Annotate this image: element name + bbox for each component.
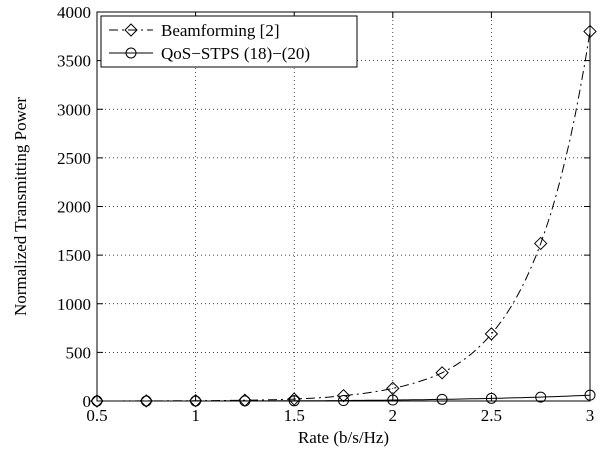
- y-tick-label: 0: [83, 392, 92, 411]
- y-tick-label: 1000: [57, 295, 91, 314]
- data-point-diamond: [533, 236, 548, 251]
- legend: Beamforming [2] QoS−STPS (18)−(20): [100, 15, 358, 68]
- data-point-diamond: [583, 24, 597, 39]
- data-point-circle: [485, 392, 497, 404]
- series-layer: [90, 24, 597, 408]
- legend-label: QoS−STPS (18)−(20): [161, 44, 310, 63]
- y-tick-label: 2500: [57, 149, 91, 168]
- data-point-circle: [535, 391, 547, 403]
- data-point-diamond: [484, 327, 499, 341]
- data-point-circle: [436, 393, 448, 405]
- data-point-diamond: [435, 366, 449, 380]
- legend-box: [100, 15, 358, 68]
- series-line: [97, 394, 591, 402]
- x-tick-label: 2.5: [481, 406, 502, 425]
- y-tick-label: 3000: [57, 100, 91, 119]
- legend-items: Beamforming [2] QoS−STPS (18)−(20): [109, 21, 310, 63]
- legend-item: QoS−STPS (18)−(20): [109, 44, 310, 63]
- data-point-circle: [387, 394, 399, 406]
- legend-marker-diamond: [124, 23, 138, 37]
- data-point-circle: [338, 395, 349, 407]
- grid-lines: [97, 12, 590, 401]
- data-point-diamond: [336, 388, 351, 403]
- x-tick-label: 3: [586, 406, 595, 425]
- data-point-circle: [288, 395, 300, 407]
- x-tick-label: 1.5: [284, 406, 305, 425]
- series-2: [91, 389, 596, 407]
- series-line: [97, 31, 591, 402]
- data-point-circle: [190, 395, 202, 407]
- x-tick-label: 1: [191, 406, 200, 425]
- x-tick-label: 0.5: [86, 406, 107, 425]
- y-tick-label: 4000: [57, 3, 91, 22]
- plot-frame: [96, 11, 591, 402]
- legend-marker-circle: [125, 47, 137, 59]
- data-point-circle: [239, 395, 251, 407]
- y-tick-label: 500: [66, 343, 92, 362]
- data-point-diamond: [90, 394, 104, 408]
- x-axis-label: Rate (b/s/Hz): [298, 428, 389, 447]
- data-point-circle: [584, 389, 596, 401]
- series-1: [90, 24, 597, 408]
- x-tick-label: 2: [389, 406, 398, 425]
- data-point-circle: [91, 395, 103, 407]
- data-point-diamond: [386, 381, 400, 396]
- axis-ticks: 0.5 1 1.5 2 2.5 3 0 500 1000 1500 2000 2500 3000 3500…: [57, 3, 594, 425]
- y-tick-label: 1500: [57, 246, 91, 265]
- y-tick-label: 3500: [57, 52, 91, 71]
- y-tick-label: 2000: [57, 198, 91, 217]
- data-point-circle: [140, 395, 152, 407]
- y-axis-label: Normalized Transmitting Power: [11, 97, 30, 316]
- legend-label: Beamforming [2]: [161, 21, 280, 40]
- legend-item: Beamforming [2]: [109, 21, 280, 40]
